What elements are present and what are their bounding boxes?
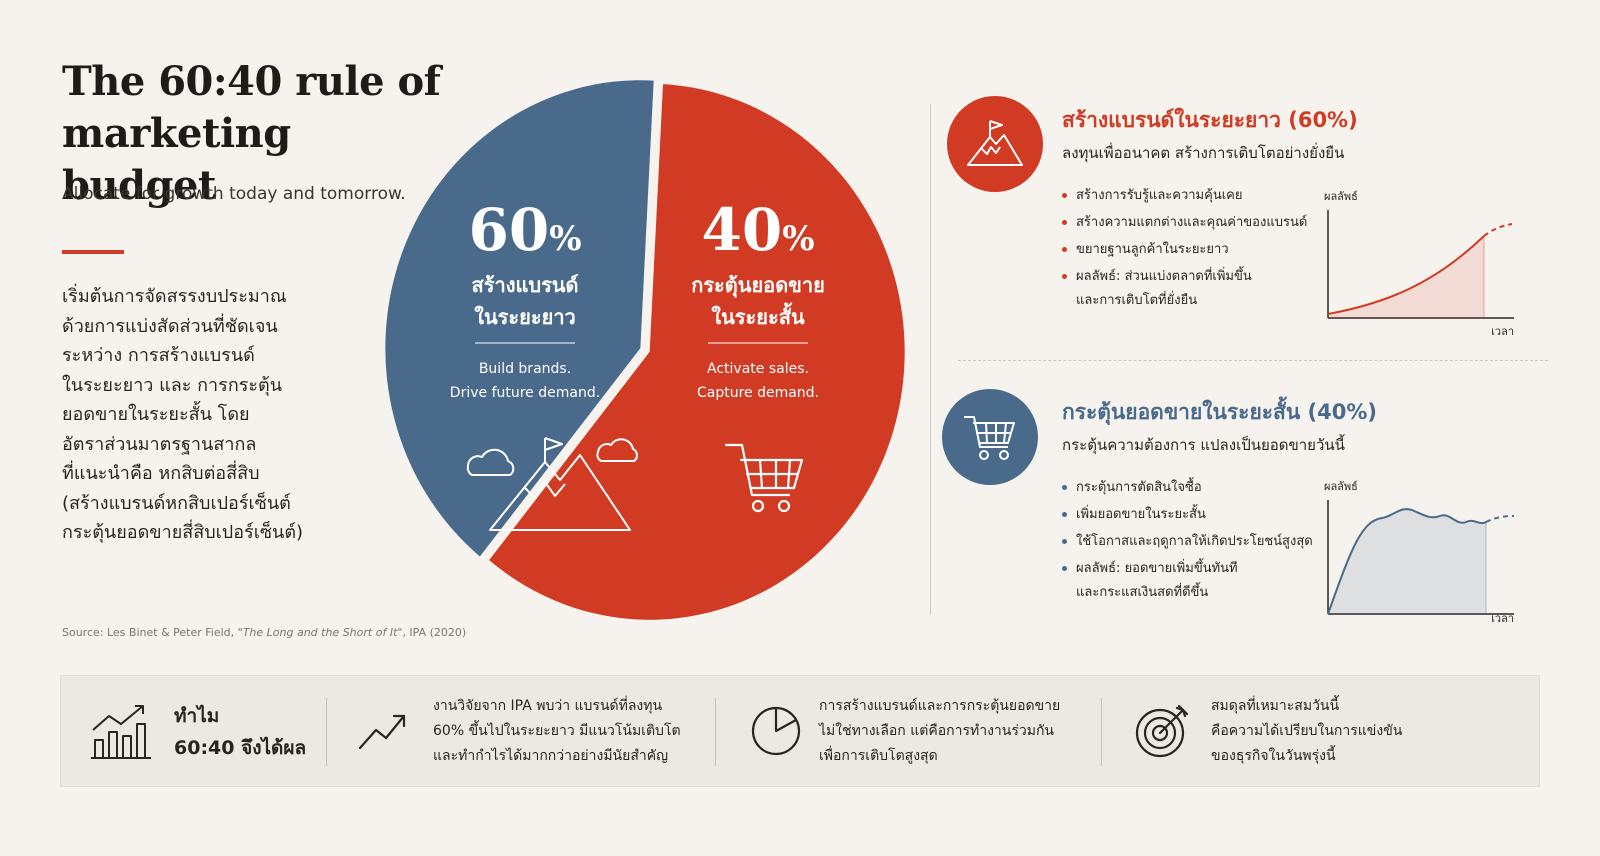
intro-line: อัตราส่วนมาตรฐานสากล [62, 433, 257, 455]
sales-chart-x-label: เวลา [1491, 612, 1514, 625]
mountain-flag-icon [967, 120, 1023, 166]
pie-slice-sales-desc-2: Capture demand. [697, 385, 819, 401]
brand-chart-y-label: ผลลัพธ์ [1324, 190, 1358, 203]
pie-slice-sales [385, 80, 654, 557]
pie-slice-brand-desc-2: Drive future demand. [450, 385, 600, 401]
bottom-divider [715, 698, 716, 766]
brand-chart-x-label: เวลา [1491, 325, 1514, 336]
bottom-divider [1101, 698, 1102, 766]
pie-chart-icon [751, 706, 801, 756]
list-item-continuation: และกระแสเงินสดที่ดีขึ้น [1076, 585, 1209, 600]
bottom-line: งานวิจัยจาก IPA พบว่า แบรนด์ที่ลงทุน [433, 698, 663, 714]
sales-chart-area [1328, 509, 1486, 614]
brand-panel-bullets: สร้างการรับรู้และความคุ้นเคย สร้างความแต… [1060, 182, 1320, 314]
list-item: ขยายฐานลูกค้าในระยะยาว [1060, 236, 1320, 263]
why-heading-line-1: ทำไม [174, 705, 220, 727]
bottom-line: ไม่ใช่ทางเลือก แต่คือการทำงานร่วมกัน [819, 723, 1054, 739]
pie-slice-sales-desc-1: Activate sales. [707, 361, 809, 377]
pie-slice-sales-number: 40 [701, 196, 782, 264]
sales-panel-subtitle: กระตุ้นความต้องการ แปลงเป็นยอดขายวันนี้ [1062, 436, 1345, 454]
page-title: The 60:40 rule of marketing budget [62, 58, 441, 209]
list-item: กระตุ้นการตัดสินใจซื้อ [1060, 474, 1320, 501]
pie-slice-brand-label-2: ในระยะยาว [474, 305, 576, 329]
shopping-cart-icon [964, 416, 1015, 460]
target-icon [1135, 704, 1189, 758]
pie-slice-brand-unit: % [549, 219, 581, 259]
accent-divider [62, 250, 124, 254]
pie-slices [385, 80, 905, 620]
brand-panel-title: สร้างแบรนด์ในระยะยาว (60%) [1062, 108, 1358, 132]
bottom-line: การสร้างแบรนด์และการกระตุ้นยอดขาย [819, 698, 1061, 714]
pie-slice-brand-number: 60 [468, 196, 549, 264]
vertical-divider [930, 104, 931, 614]
bottom-line: 60% ขึ้นไปในระยะยาว มีแนวโน้มเติบโต [433, 723, 681, 739]
intro-text: เริ่มต้นการจัดสรรงบประมาณ ด้วยการแบ่งสัด… [62, 282, 362, 548]
sales-chart-y-label: ผลลัพธ์ [1324, 480, 1358, 493]
source-suffix: , IPA (2020) [402, 626, 467, 639]
why-heading-line-2: 60:40 จึงได้ผล [174, 737, 307, 759]
trend-up-icon [358, 714, 406, 750]
sales-chart-line [1327, 508, 1487, 615]
list-item: เพิ่มยอดขายในระยะสั้น [1060, 501, 1320, 528]
source-prefix: Source: Les Binet & Peter Field, [62, 626, 238, 639]
source-work: "The Long and the Short of It" [237, 626, 403, 639]
sales-panel-icon-circle [942, 389, 1038, 485]
list-item: ผลลัพธ์: ส่วนแบ่งตลาดที่เพิ่มขึ้น [1060, 263, 1320, 290]
list-item-continuation: และการเติบโตที่ยั่งยืน [1076, 293, 1198, 308]
list-item: ผลลัพธ์: ยอดขายเพิ่มขึ้นทันที [1060, 555, 1320, 582]
pie-slice-sales-label-1: กระตุ้นยอดขาย [691, 273, 825, 298]
sales-chart-projection [1485, 515, 1515, 523]
intro-line: กระตุ้นยอดขายสี่สิบเปอร์เซ็นต์) [62, 522, 304, 543]
intro-line: ระหว่าง การสร้างแบรนด์ [62, 345, 255, 366]
bar-chart-trend-icon [91, 705, 151, 759]
mountain-flag-icon [466, 437, 638, 531]
pie-slice-brand-desc-1: Build brands. [479, 361, 571, 377]
bottom-line: สมดุลที่เหมาะสมวันนี้ [1211, 698, 1340, 714]
pie-slice-brand-value: 60% [468, 196, 581, 264]
intro-line: ด้วยการแบ่งสัดส่วนที่ชัดเจน [62, 315, 278, 337]
brand-chart-projection [1483, 223, 1513, 237]
pie-slice-sales-label-2: ในระยะสั้น [711, 302, 805, 329]
bottom-item-balance: สมดุลที่เหมาะสมวันนี้ คือความได้เปรียบใน… [1211, 694, 1402, 769]
bottom-item-synergy: การสร้างแบรนด์และการกระตุ้นยอดขาย ไม่ใช่… [819, 694, 1060, 769]
brand-panel-icon-circle [947, 96, 1043, 192]
pie-slice-sales-value: 40% [701, 196, 814, 264]
pie-slice-brand [489, 84, 905, 620]
brand-panel-subtitle: ลงทุนเพื่ออนาคต สร้างการเติบโตอย่างยั่งย… [1062, 144, 1345, 162]
intro-line: เริ่มต้นการจัดสรรงบประมาณ [62, 286, 287, 307]
shopping-cart-icon [725, 443, 804, 513]
why-heading: ทำไม 60:40 จึงได้ผล [174, 700, 306, 764]
page-subtitle: Allocate for growth today and tomorrow. [62, 184, 406, 204]
bottom-divider [326, 698, 327, 766]
bottom-line: คือความได้เปรียบในการแข่งขัน [1211, 723, 1403, 739]
bottom-line: และทำกำไรได้มากกว่าอย่างมีนัยสำคัญ [433, 748, 669, 764]
sales-activation-chart: ผลลัพธ์ เวลา [1324, 480, 1515, 625]
list-item: ใช้โอกาสและฤดูกาลให้เกิดประโยชน์สูงสุด [1060, 528, 1320, 555]
pie-slice-sales-unit: % [782, 219, 814, 259]
intro-line: (สร้างแบรนด์หกสิบเปอร์เซ็นต์ [62, 492, 291, 514]
brand-chart-line [1327, 235, 1485, 315]
sales-panel-title: กระตุ้นยอดขายในระยะสั้น (40%) [1062, 400, 1377, 424]
horizontal-divider [958, 360, 1548, 361]
list-item: สร้างการรับรู้และความคุ้นเคย [1060, 182, 1320, 209]
pie-slice-brand-label-1: สร้างแบรนด์ [472, 273, 579, 297]
bottom-item-research: งานวิจัยจาก IPA พบว่า แบรนด์ที่ลงทุน 60%… [433, 694, 681, 769]
brand-growth-chart: ผลลัพธ์ เวลา [1324, 190, 1514, 336]
why-it-works-bar: ทำไม 60:40 จึงได้ผล งานวิจัยจาก IPA พบว่… [60, 675, 1540, 787]
list-item: สร้างความแตกต่างและคุณค่าของแบรนด์ [1060, 209, 1320, 236]
budget-pie-chart: 60% สร้างแบรนด์ ในระยะยาว Build brands. … [385, 80, 905, 620]
intro-line: ที่แนะนำคือ หกสิบต่อสี่สิบ [62, 463, 260, 484]
intro-line: ในระยะยาว และ การกระตุ้น [62, 374, 283, 396]
source-citation: Source: Les Binet & Peter Field, "The Lo… [62, 626, 466, 639]
bottom-line: เพื่อการเติบโตสูงสุด [819, 748, 938, 764]
brand-chart-area [1328, 236, 1484, 318]
bottom-line: ของธุรกิจในวันพรุ่งนี้ [1211, 748, 1336, 764]
intro-line: ยอดขายในระยะสั้น โดย [62, 404, 250, 425]
sales-panel-bullets: กระตุ้นการตัดสินใจซื้อ เพิ่มยอดขายในระยะ… [1060, 474, 1320, 606]
